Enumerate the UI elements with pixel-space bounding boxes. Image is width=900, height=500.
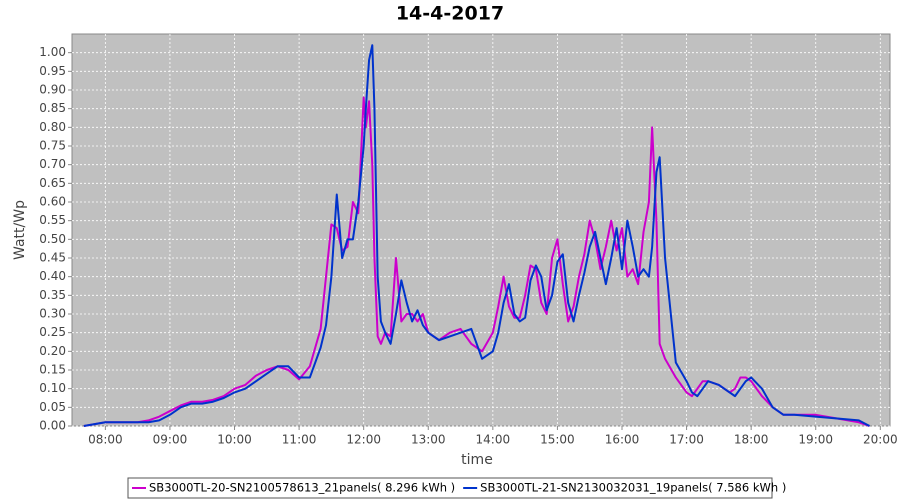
legend-label: SB3000TL-20-SN2100578613_21panels( 8.296…	[149, 481, 455, 495]
x-tick-label: 20:00	[863, 433, 898, 447]
chart-title: 14-4-2017	[396, 3, 504, 25]
y-tick-label: 0.05	[39, 400, 66, 414]
x-tick-label: 09:00	[153, 433, 188, 447]
y-tick-label: 0.50	[39, 232, 66, 246]
x-tick-label: 10:00	[217, 433, 252, 447]
y-tick-label: 0.80	[39, 120, 66, 134]
y-tick-label: 0.55	[39, 213, 66, 227]
y-tick-label: 1.00	[39, 45, 66, 59]
y-axis-label: Watt/Wp	[12, 200, 28, 260]
plot-area	[71, 33, 891, 427]
x-tick-label: 18:00	[734, 433, 769, 447]
x-tick-label: 16:00	[605, 433, 640, 447]
x-tick-label: 19:00	[798, 433, 833, 447]
y-tick-label: 0.65	[39, 176, 66, 190]
y-tick-label: 0.90	[39, 83, 66, 97]
y-tick-label: 0.35	[39, 288, 66, 302]
y-tick-label: 0.30	[39, 307, 66, 321]
y-tick-label: 0.45	[39, 251, 66, 265]
y-tick-label: 0.95	[39, 64, 66, 78]
y-tick-label: 0.70	[39, 157, 66, 171]
y-tick-label: 0.25	[39, 325, 66, 339]
x-tick-label: 12:00	[346, 433, 381, 447]
y-tick-label: 0.15	[39, 363, 66, 377]
x-tick-label: 15:00	[540, 433, 575, 447]
y-tick-label: 0.20	[39, 344, 66, 358]
y-tick-label: 0.60	[39, 195, 66, 209]
x-tick-label: 13:00	[411, 433, 446, 447]
legend	[127, 477, 773, 499]
y-tick-label: 0.00	[39, 419, 66, 433]
series-line	[83, 96, 870, 427]
y-tick-label: 0.75	[39, 139, 66, 153]
x-tick-label: 08:00	[88, 433, 123, 447]
x-tick-label: 14:00	[476, 433, 511, 447]
x-axis-label: time	[461, 452, 493, 468]
x-tick-label: 17:00	[669, 433, 704, 447]
series-line	[83, 44, 871, 427]
y-tick-label: 0.10	[39, 381, 66, 395]
y-tick-label: 0.40	[39, 269, 66, 283]
x-tick-label: 11:00	[282, 433, 317, 447]
legend-label: SB3000TL-21-SN2130032031_19panels( 7.586…	[480, 481, 786, 495]
y-tick-label: 0.85	[39, 101, 66, 115]
